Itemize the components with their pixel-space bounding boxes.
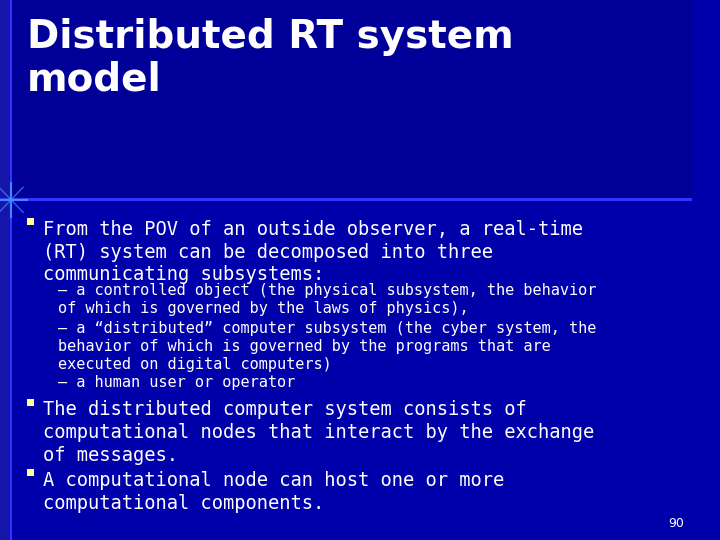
Text: 90: 90 <box>668 517 684 530</box>
Bar <box>9 0 12 540</box>
Text: A computational node can host one or more
computational components.: A computational node can host one or mor… <box>43 471 505 513</box>
Bar <box>27 218 34 225</box>
Text: – a “distributed” computer subsystem (the cyber system, the
behavior of which is: – a “distributed” computer subsystem (th… <box>58 321 596 372</box>
Text: From the POV of an outside observer, a real-time
(RT) system can be decomposed i: From the POV of an outside observer, a r… <box>43 220 583 285</box>
Text: – a human user or operator: – a human user or operator <box>58 375 295 390</box>
Text: Distributed RT system
model: Distributed RT system model <box>27 18 513 98</box>
Bar <box>27 399 34 406</box>
Bar <box>0 198 692 201</box>
Text: The distributed computer system consists of
computational nodes that interact by: The distributed computer system consists… <box>43 400 595 465</box>
Bar <box>27 469 34 476</box>
Text: – a controlled object (the physical subsystem, the behavior
of which is governed: – a controlled object (the physical subs… <box>58 283 596 316</box>
Bar <box>0 0 12 540</box>
Bar <box>0 0 692 200</box>
